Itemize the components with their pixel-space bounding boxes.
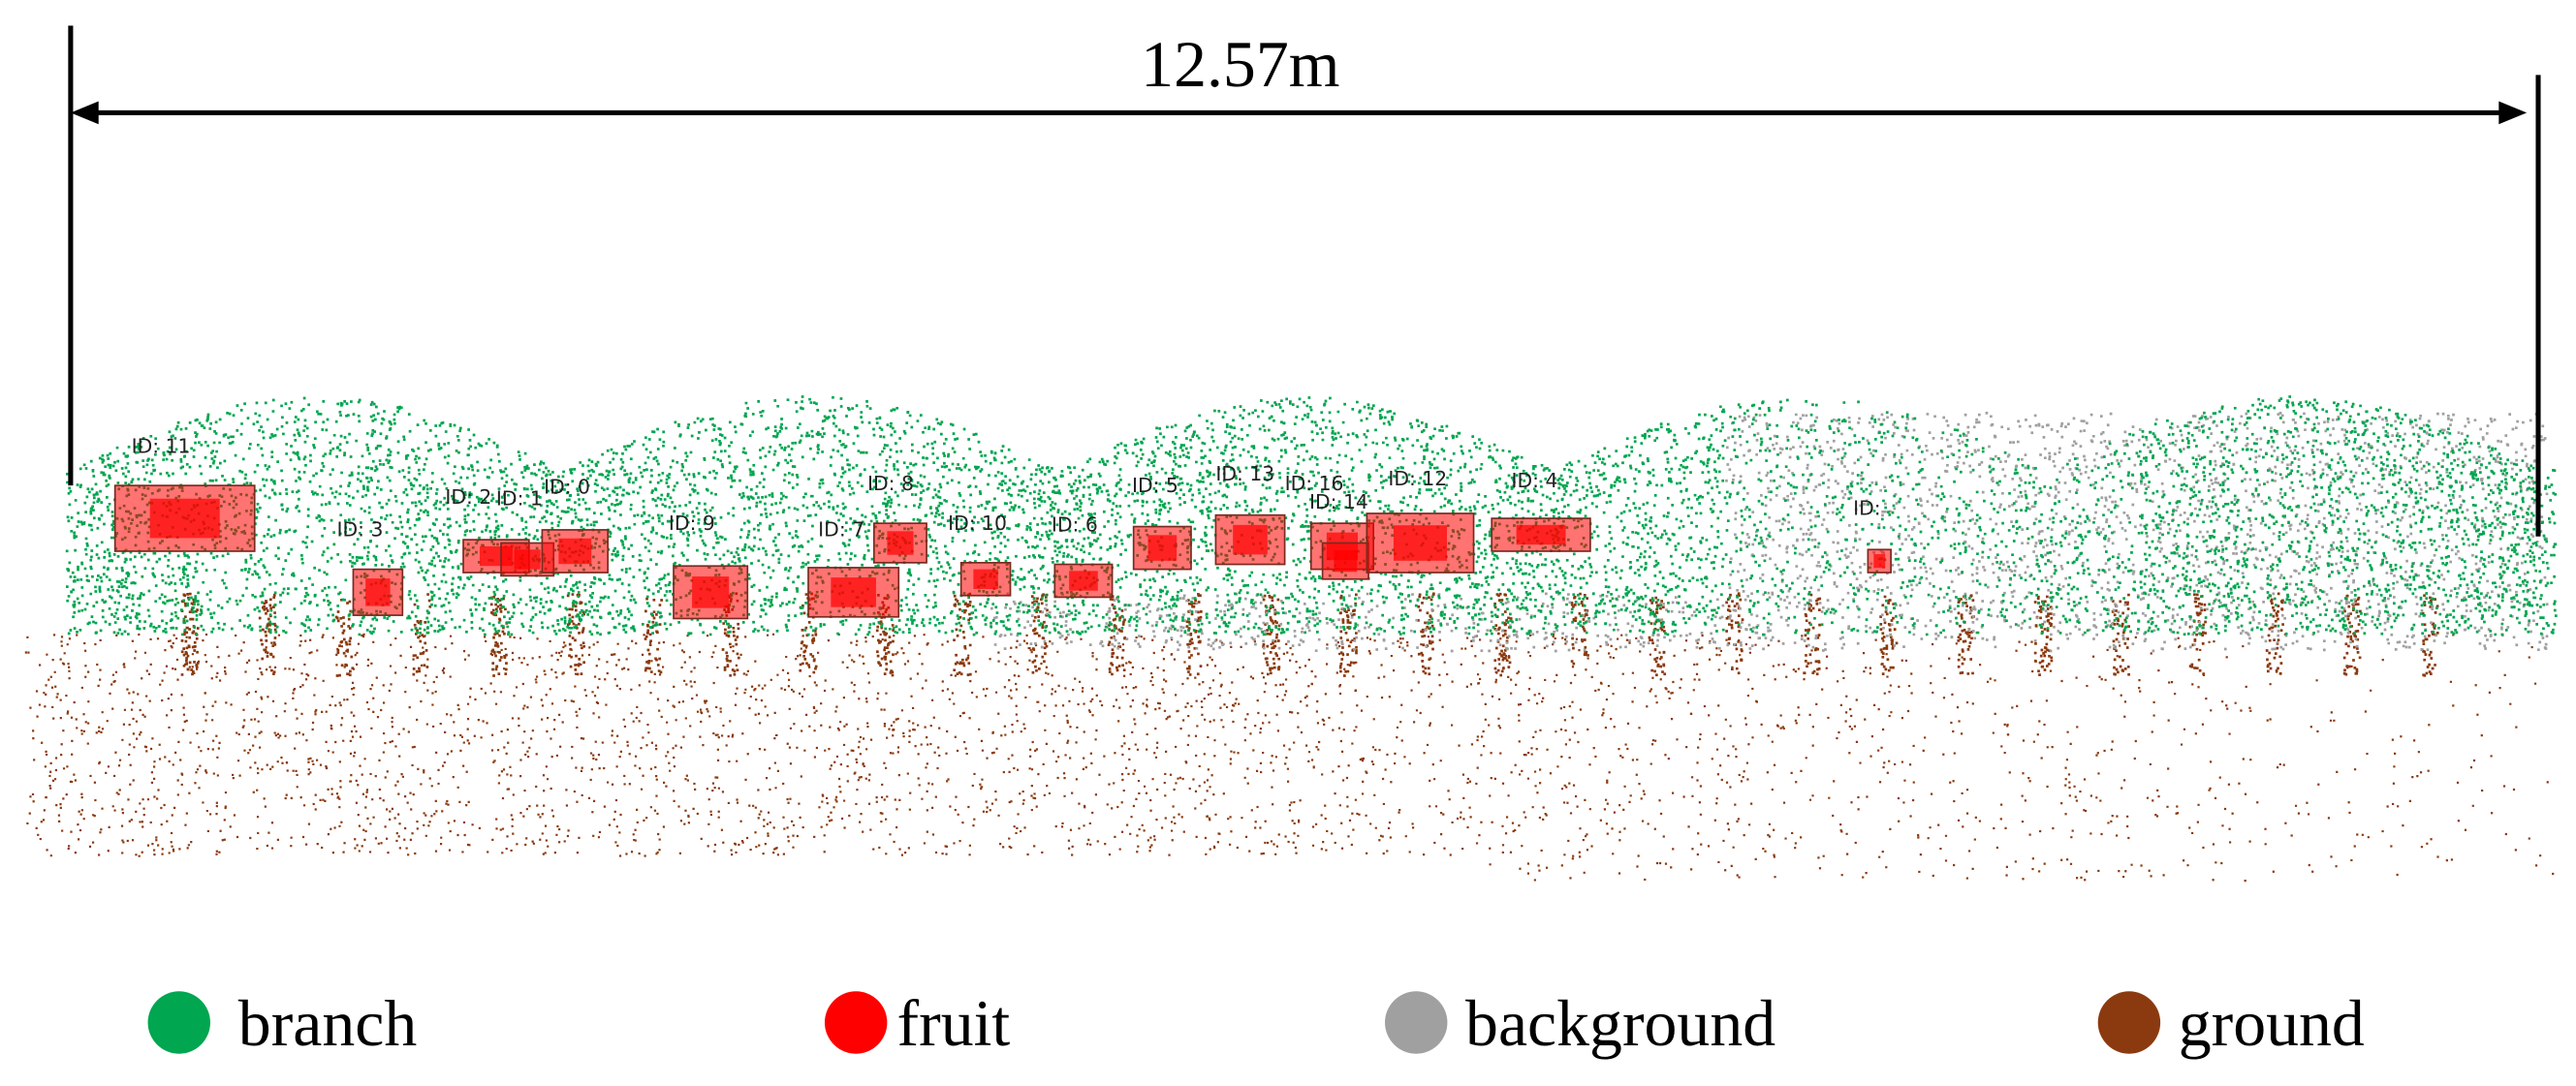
detection-label: ID: 9 xyxy=(669,512,715,535)
detection-label: ID: 5 xyxy=(1132,474,1178,497)
detection-label: ID: 13 xyxy=(1215,462,1274,485)
legend-label: background xyxy=(1465,987,1775,1060)
detection-label: ID: 2 xyxy=(445,485,491,509)
fruit-core xyxy=(1873,554,1886,569)
legend-label: fruit xyxy=(897,987,1011,1060)
fruit-core xyxy=(831,577,876,607)
detection-label: ID: 7 xyxy=(818,518,864,542)
detection-label: ID: 0 xyxy=(544,476,590,499)
detection-label: ID: 10 xyxy=(948,512,1007,535)
fruit-core xyxy=(973,569,998,589)
fruit-core xyxy=(887,531,914,555)
fruit-core xyxy=(1516,524,1566,545)
ground-points xyxy=(24,633,2555,883)
branch-points xyxy=(65,395,2558,636)
legend-swatch xyxy=(1385,991,1448,1054)
fruit-core xyxy=(1334,549,1358,573)
detection-label: ID: 14 xyxy=(1309,490,1368,513)
legend: branch fruit background ground xyxy=(147,987,2365,1060)
fruit-core xyxy=(1393,525,1448,561)
fruit-core xyxy=(365,578,391,606)
fruit-box xyxy=(1053,563,1114,599)
fruit-core xyxy=(558,538,592,565)
point-cloud xyxy=(24,395,2558,883)
detection-label: ID: 8 xyxy=(867,472,914,495)
legend-swatch xyxy=(824,991,888,1054)
detection-label: ID: xyxy=(1853,497,1881,520)
detection-label: ID: 4 xyxy=(1512,469,1558,492)
legend-label: branch xyxy=(238,987,417,1060)
fruit-core xyxy=(1233,524,1268,555)
fruit-core xyxy=(1147,535,1178,561)
legend-label: ground xyxy=(2179,987,2365,1060)
detection-label: ID: 1 xyxy=(496,487,543,511)
fruit-core xyxy=(514,549,541,570)
legend-swatch xyxy=(2097,991,2161,1054)
dimension xyxy=(68,25,2541,537)
fruit-core xyxy=(1069,571,1098,591)
fruit-core xyxy=(692,576,730,608)
dimension-label: 12.57m xyxy=(1141,28,1339,101)
detection-label: ID: 3 xyxy=(337,518,384,542)
detection-label: ID: 16 xyxy=(1285,472,1344,495)
detection-label: ID: 6 xyxy=(1052,513,1098,537)
trunk-points xyxy=(180,592,2439,677)
detection-label: ID: 11 xyxy=(132,434,191,457)
fruit-core xyxy=(149,498,220,539)
background-points xyxy=(986,412,2549,653)
legend-swatch xyxy=(147,991,210,1054)
detection-label: ID: 12 xyxy=(1388,467,1447,490)
